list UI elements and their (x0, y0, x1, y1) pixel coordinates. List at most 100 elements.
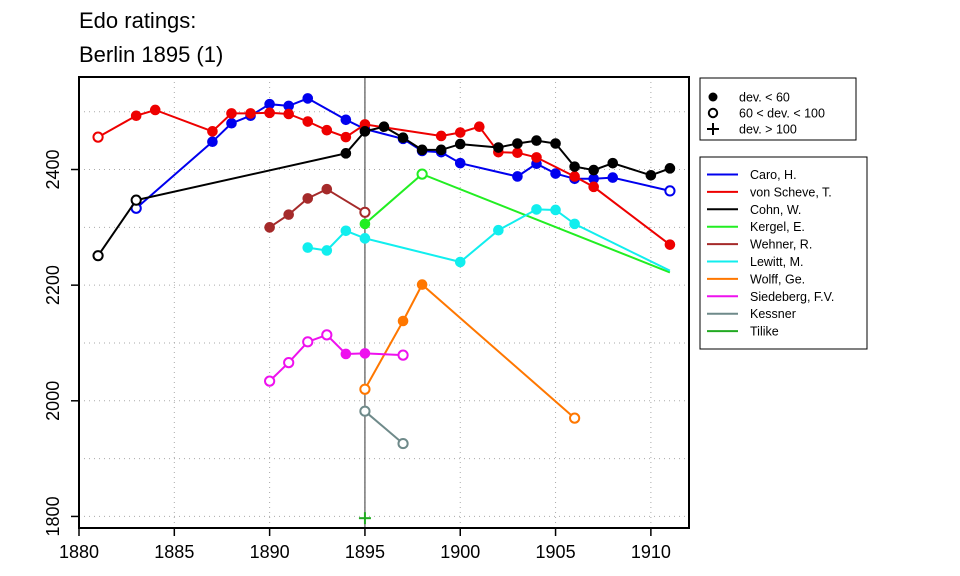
series-cohn-w-point-filled (512, 138, 523, 149)
series-wehner-r-line (269, 188, 366, 229)
series-caro-h-point-filled (607, 172, 619, 183)
series-legend-label: Caro, H. (750, 168, 797, 182)
series-siedeberg-f-v (264, 329, 409, 387)
series-cohn-w-point-filled (607, 157, 619, 169)
series-cohn-w-point-filled (397, 132, 409, 144)
series-wehner-r-point-filled (283, 209, 294, 220)
legend-filled-circle (708, 92, 718, 102)
series-caro-h (130, 93, 676, 214)
series-lewitt-m-point-filled (454, 256, 466, 268)
series-legend-label: Lewitt, M. (750, 255, 804, 269)
series-layer (92, 93, 676, 525)
series-caro-h-point-filled (226, 117, 237, 129)
series-kergel-e-point-open (416, 168, 428, 180)
series-wehner-r-point-filled (264, 222, 275, 233)
series-siedeberg-f-v-point-open (321, 329, 333, 341)
series-kessner-point-open (359, 405, 371, 417)
x-tick-label: 1880 (59, 542, 99, 562)
series-lewitt-m-point-filled (359, 233, 371, 244)
y-tick-label: 2000 (43, 381, 63, 421)
series-caro-h-point-filled (302, 93, 314, 104)
series-wolff-ge-line (364, 283, 576, 419)
series-von-scheve-t-point-open (92, 131, 104, 143)
x-tick-label: 1885 (154, 542, 194, 562)
y-axis: 1800 2000 2200 2400 (43, 149, 79, 536)
series-legend: Caro, H. von Scheve, T. Cohn, W. Kergel, E.… (699, 156, 868, 350)
series-legend-label: Siedeberg, F.V. (750, 290, 834, 304)
series-von-scheve-t-point-filled (588, 181, 599, 193)
series-caro-h-point-filled (550, 168, 561, 179)
marker-legend-label: dev. < 60 (739, 91, 790, 105)
plot-frame (78, 76, 690, 529)
marker-legend-box (699, 77, 857, 141)
series-caro-h-point-filled (340, 114, 352, 126)
series-kergel-e-line (364, 172, 671, 274)
x-axis: 1880 1885 1890 1895 1900 1905 1910 (59, 528, 671, 562)
x-tick-label: 1905 (536, 542, 576, 562)
series-kessner-line (364, 410, 404, 445)
series-cohn-w-point-filled (493, 142, 504, 153)
series-cohn-w-point-filled (645, 169, 657, 181)
series-legend-label: Cohn, W. (750, 203, 801, 217)
series-kessner-point-open (397, 437, 409, 450)
series-cohn-w-point-filled (454, 138, 466, 150)
series-lewitt-m (302, 204, 671, 272)
series-legend-label: Kergel, E. (750, 220, 805, 234)
series-caro-h-point-filled (207, 136, 218, 148)
series-von-scheve-t-point-filled (226, 108, 237, 119)
y-tick-label: 2400 (43, 149, 63, 189)
series-cohn-w-point-filled (378, 121, 390, 133)
series-wolff-ge-point-open (569, 412, 581, 424)
marker-legend: dev. < 60 60 < dev. < 100 dev. > 100 (699, 77, 857, 141)
series-wolff-ge-point-filled (397, 315, 409, 327)
series-von-scheve-t-point-filled (531, 152, 542, 163)
series-lewitt-m-point-filled (321, 245, 333, 256)
series-kessner (359, 405, 409, 450)
series-cohn-w-point-open (92, 250, 104, 262)
series-von-scheve-t-point-filled (245, 108, 256, 119)
series-cohn-w-point-filled (416, 144, 428, 156)
series-caro-h-point-filled (454, 157, 466, 169)
series-von-scheve-t-point-filled (340, 131, 352, 143)
series-cohn-w-point-filled (664, 163, 676, 174)
series-cohn-w-point-filled (359, 126, 371, 137)
series-siedeberg-f-v-point-filled (340, 348, 352, 360)
series-siedeberg-f-v-point-open (397, 349, 409, 361)
series-legend-box (699, 156, 868, 350)
series-lewitt-m-line (307, 208, 671, 272)
series-kergel-e (359, 168, 671, 274)
series-lewitt-m-point-filled (302, 242, 314, 253)
series-von-scheve-t-point-filled (130, 110, 142, 122)
series-wehner-r-point-filled (321, 183, 333, 195)
chart-title-line-1: Edo ratings: (79, 8, 197, 33)
x-tick-label: 1910 (631, 542, 671, 562)
series-wehner-r-point-open (359, 206, 371, 218)
series-cohn-w-point-filled (588, 164, 599, 176)
series-siedeberg-f-v-point-open (302, 336, 314, 348)
series-von-scheve-t-point-filled (664, 239, 676, 250)
series-cohn-w (92, 121, 676, 262)
series-caro-h-point-open (664, 185, 676, 197)
series-lewitt-m-point-filled (531, 204, 542, 215)
series-tilike (358, 512, 371, 525)
x-tick-label: 1890 (250, 542, 290, 562)
series-legend-label: Kessner (750, 307, 796, 321)
series-cohn-w-line (97, 125, 671, 257)
y-tick-label: 1800 (43, 496, 63, 536)
series-von-scheve-t-point-filled (512, 147, 523, 159)
series-von-scheve-t-point-filled (435, 130, 447, 142)
series-von-scheve-t-point-filled (264, 107, 275, 119)
series-caro-h-point-filled (512, 171, 523, 182)
series-cohn-w-point-filled (340, 148, 352, 159)
series-von-scheve-t-point-filled (474, 121, 485, 133)
chart-title-line-2: Berlin 1895 (1) (79, 42, 224, 67)
series-lewitt-m-point-filled (569, 218, 580, 230)
series-kergel-e-point-filled (359, 218, 371, 230)
series-wolff-ge-point-filled (416, 279, 428, 290)
series-lewitt-m-point-filled (340, 225, 352, 237)
series-cohn-w-point-open (130, 194, 142, 206)
x-tick-label: 1895 (345, 542, 385, 562)
series-legend-label: Tilike (750, 325, 779, 339)
series-wolff-ge-point-open (359, 383, 371, 395)
